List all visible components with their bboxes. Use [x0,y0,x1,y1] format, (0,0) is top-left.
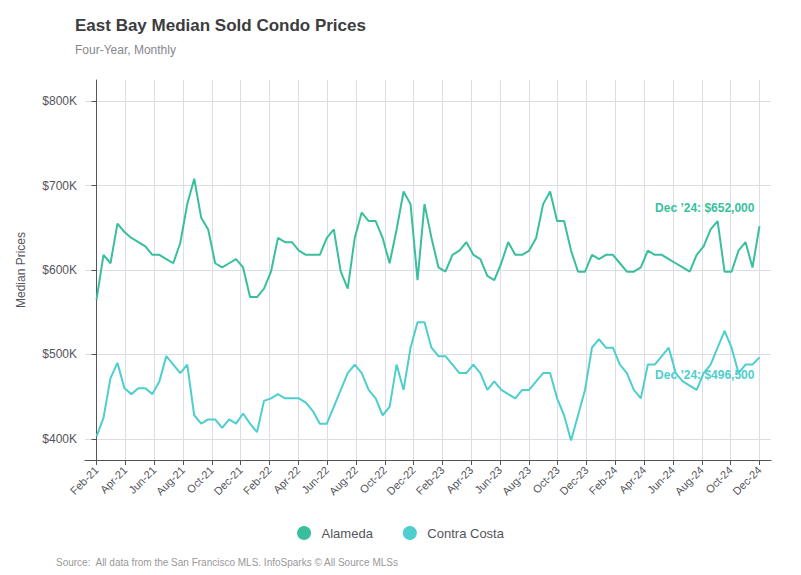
svg-text:Jun-23: Jun-23 [472,464,504,496]
svg-text:Dec ’24: $496,500: Dec ’24: $496,500 [655,368,755,382]
svg-text:Jun-24: Jun-24 [645,464,677,496]
svg-text:Dec-21: Dec-21 [211,464,245,498]
svg-text:Feb-21: Feb-21 [68,464,101,497]
svg-text:$600K: $600K [42,263,77,277]
svg-text:Feb-22: Feb-22 [241,464,274,497]
svg-text:Jun-21: Jun-21 [126,464,158,496]
svg-text:Oct-24: Oct-24 [703,464,735,496]
svg-text:Four-Year, Monthly: Four-Year, Monthly [75,43,176,57]
svg-text:Apr-21: Apr-21 [98,464,130,496]
svg-text:Apr-24: Apr-24 [617,464,649,496]
svg-text:$700K: $700K [42,179,77,193]
svg-text:Contra Costa: Contra Costa [427,526,504,541]
svg-text:Jun-22: Jun-22 [299,464,331,496]
svg-text:Median Prices: Median Prices [14,232,28,308]
svg-text:$400K: $400K [42,432,77,446]
svg-text:$800K: $800K [42,94,77,108]
svg-text:Aug-24: Aug-24 [673,464,707,498]
svg-text:Aug-21: Aug-21 [154,464,188,498]
svg-text:Feb-24: Feb-24 [586,464,619,497]
svg-text:Dec-23: Dec-23 [557,464,591,498]
svg-text:Aug-22: Aug-22 [327,464,361,498]
svg-text:Aug-23: Aug-23 [500,464,534,498]
svg-text:Oct-23: Oct-23 [530,464,562,496]
svg-text:Apr-22: Apr-22 [271,464,303,496]
svg-text:$500K: $500K [42,347,77,361]
svg-text:Dec-24: Dec-24 [730,464,764,498]
svg-text:Oct-22: Oct-22 [357,464,389,496]
svg-text:Dec-22: Dec-22 [384,464,418,498]
svg-text:East Bay Median Sold Condo Pri: East Bay Median Sold Condo Prices [75,16,366,35]
svg-text:Dec ’24: $652,000: Dec ’24: $652,000 [655,201,755,215]
svg-text:Alameda: Alameda [322,526,374,541]
svg-text:Apr-23: Apr-23 [444,464,476,496]
svg-text:Feb-23: Feb-23 [414,464,447,497]
svg-text:Source: All data from the San: Source: All data from the San Francisco … [56,557,398,568]
svg-text:Oct-21: Oct-21 [184,464,216,496]
